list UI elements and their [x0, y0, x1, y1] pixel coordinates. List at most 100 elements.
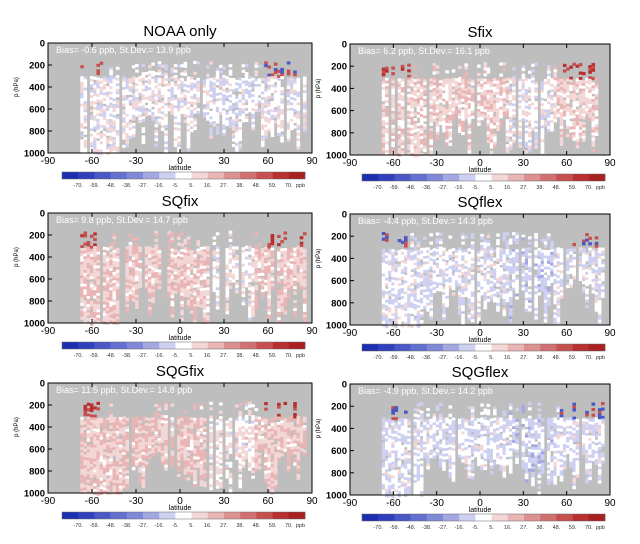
heatmap-cell: [96, 296, 100, 299]
heatmap-cell: [407, 319, 411, 322]
heatmap-cell: [382, 299, 386, 302]
heatmap-cell: [566, 109, 570, 112]
heatmap-cell: [255, 62, 259, 65]
heatmap-cell: [534, 129, 538, 132]
heatmap-cell: [90, 137, 94, 140]
heatmap-cell: [96, 86, 100, 89]
heatmap-cell: [480, 81, 484, 84]
heatmap-cell: [267, 282, 271, 285]
heatmap-cell: [113, 250, 117, 253]
heatmap-cell: [382, 151, 386, 154]
heatmap-cell: [303, 123, 307, 126]
heatmap-cell: [499, 112, 503, 115]
colorbar-bin: [111, 342, 128, 349]
heatmap-cell: [382, 95, 386, 98]
heatmap-cell: [80, 123, 84, 126]
heatmap-cell: [522, 79, 526, 82]
heatmap-cell: [222, 94, 226, 97]
heatmap-cell: [109, 86, 113, 89]
heatmap-cell: [251, 265, 255, 268]
heatmap-cell: [177, 254, 181, 257]
heatmap-cell: [385, 308, 389, 311]
heatmap-cell: [158, 72, 162, 75]
heatmap-cell: [226, 115, 230, 118]
heatmap-cell: [592, 130, 596, 133]
heatmap-cell: [576, 87, 580, 90]
heatmap-cell: [84, 265, 88, 268]
heatmap-cell: [129, 89, 133, 92]
heatmap-cell: [382, 131, 386, 134]
heatmap-cell: [303, 126, 307, 129]
heatmap-cell: [213, 275, 217, 278]
heatmap-cell: [84, 259, 88, 262]
bias-stats-label: Bias= 9.8 ppb, St.Dev.= 14.7 ppb: [56, 215, 188, 225]
heatmap-cell: [477, 259, 481, 262]
heatmap-cell: [480, 262, 484, 265]
heatmap-cell: [132, 290, 136, 293]
heatmap-cell: [487, 120, 491, 123]
heatmap-cell: [206, 76, 210, 79]
heatmap-cell: [471, 99, 475, 102]
heatmap-cell: [458, 261, 462, 264]
heatmap-cell: [271, 237, 275, 240]
heatmap-cell: [138, 90, 142, 93]
heatmap-cell: [129, 297, 133, 300]
heatmap-cell: [404, 297, 408, 300]
heatmap-cell: [196, 284, 200, 287]
heatmap-cell: [426, 300, 430, 303]
heatmap-cell: [572, 138, 576, 141]
heatmap-cell: [468, 257, 472, 260]
heatmap-cell: [232, 257, 236, 260]
heatmap-cell: [161, 120, 165, 123]
heatmap-cell: [226, 259, 230, 262]
heatmap-cell: [458, 284, 462, 287]
colorbar-unit: ppb: [296, 353, 305, 359]
heatmap-cell: [164, 141, 168, 144]
heatmap-cell: [287, 133, 291, 136]
heatmap-cell: [534, 107, 538, 110]
heatmap-cell: [484, 95, 488, 98]
heatmap-cell: [242, 70, 246, 73]
heatmap-cell: [382, 112, 386, 115]
heatmap-cell: [487, 282, 491, 285]
heatmap-cell: [122, 128, 126, 131]
heatmap-cell: [206, 101, 210, 104]
heatmap-cell: [93, 252, 97, 255]
heatmap-cell: [264, 97, 268, 100]
heatmap-cell: [87, 255, 91, 258]
heatmap-cell: [84, 148, 88, 151]
heatmap-cell: [525, 100, 529, 103]
heatmap-cell: [238, 146, 242, 149]
heatmap-cell: [499, 93, 503, 96]
heatmap-cell: [417, 308, 421, 311]
heatmap-cell: [277, 309, 281, 312]
heatmap-cell: [477, 103, 481, 106]
heatmap-cell: [490, 298, 494, 301]
heatmap-cell: [113, 145, 117, 148]
heatmap-cell: [382, 238, 386, 241]
heatmap-cell: [206, 90, 210, 93]
heatmap-cell: [177, 98, 181, 101]
colorbar-bin: [94, 342, 111, 349]
heatmap-cell: [116, 100, 120, 103]
heatmap-cell: [203, 302, 207, 305]
heatmap-cell: [553, 114, 557, 117]
heatmap-cell: [245, 86, 249, 89]
heatmap-cell: [518, 109, 522, 112]
heatmap-cell: [541, 137, 545, 140]
heatmap-cell: [261, 270, 265, 273]
heatmap-cell: [592, 99, 596, 102]
heatmap-cell: [429, 316, 433, 319]
heatmap-cell: [122, 145, 126, 148]
heatmap-cell: [468, 259, 472, 262]
heatmap-cell: [248, 279, 252, 282]
heatmap-cell: [461, 283, 465, 286]
heatmap-cell: [132, 79, 136, 82]
heatmap-cell: [433, 96, 437, 99]
heatmap-cell: [206, 301, 210, 304]
heatmap-cell: [287, 293, 291, 296]
heatmap-cell: [503, 238, 507, 241]
heatmap-cell: [216, 254, 220, 257]
heatmap-cell: [267, 121, 271, 124]
heatmap-cell: [267, 90, 271, 93]
